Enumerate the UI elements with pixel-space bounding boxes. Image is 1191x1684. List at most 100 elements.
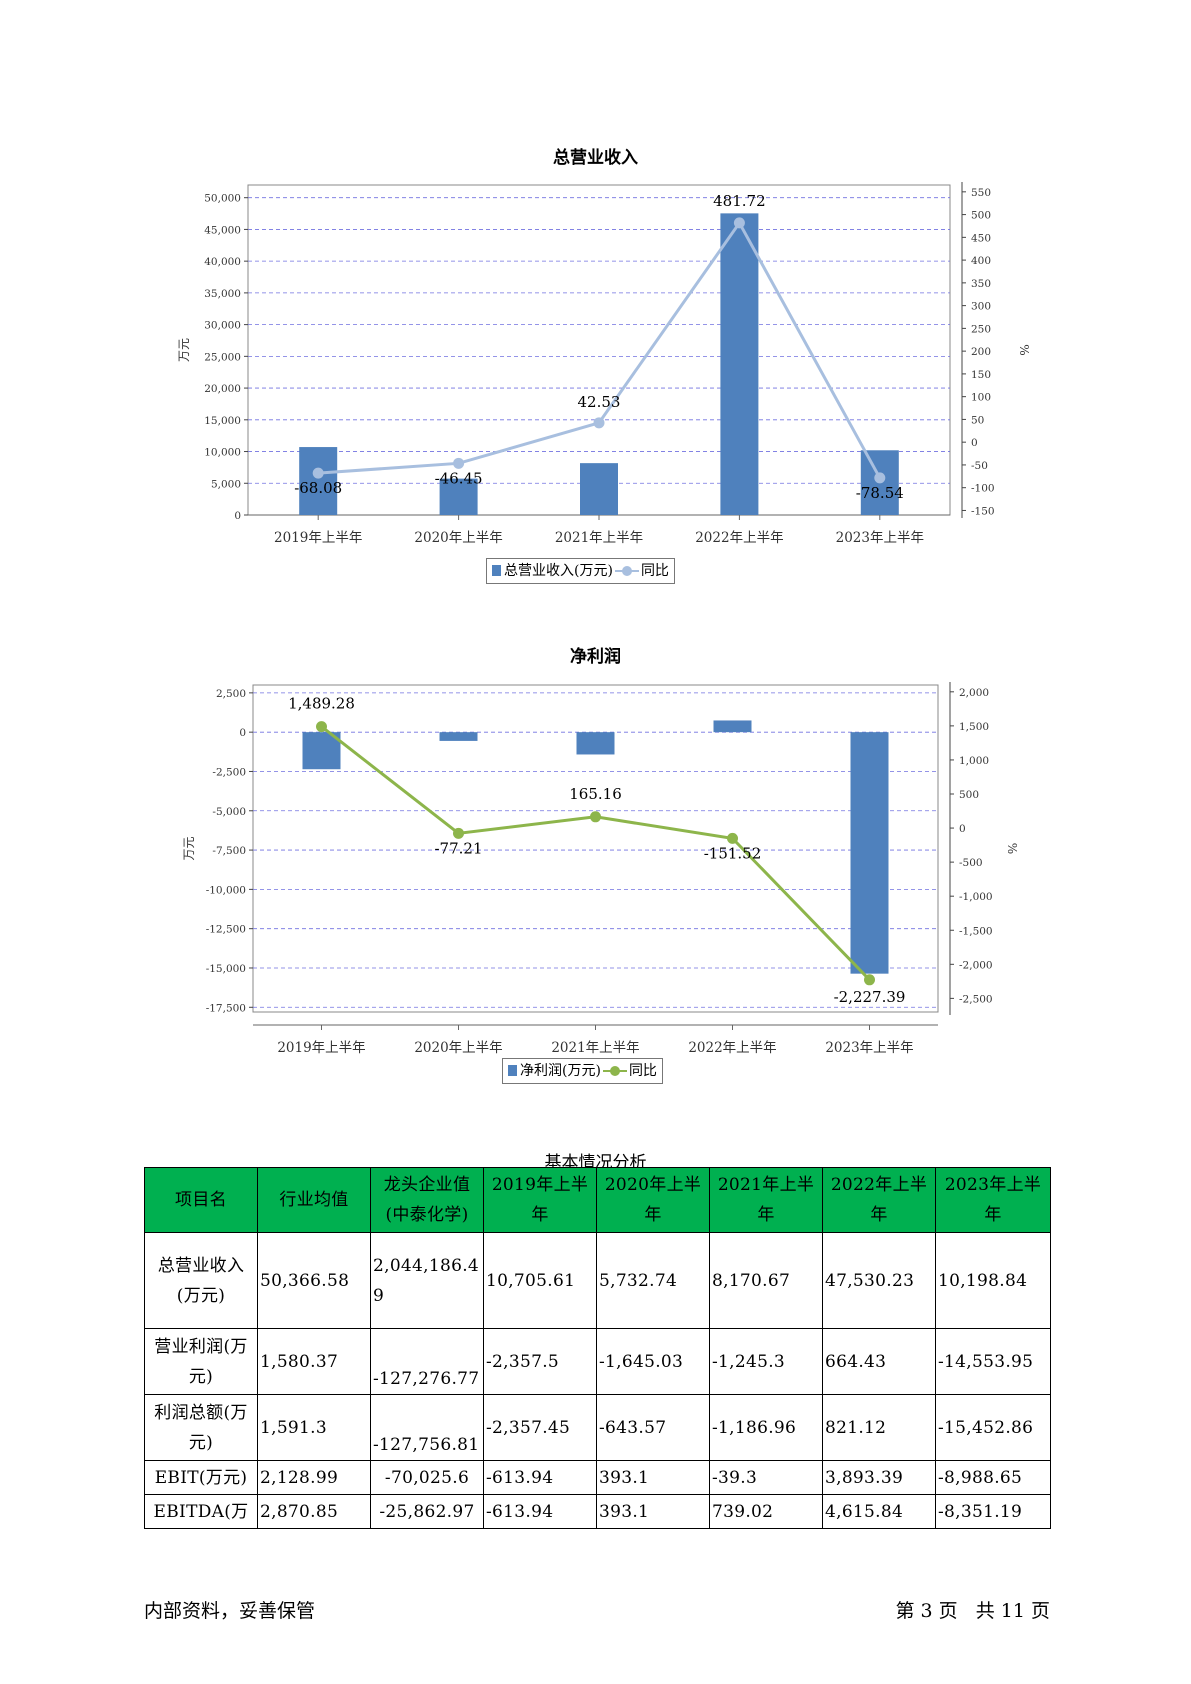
table-row: EBIT(万元) 2,128.99 -70,025.6 -613.94 393.… xyxy=(144,1460,1051,1495)
line-point xyxy=(312,467,324,479)
line-point xyxy=(453,827,464,839)
bar xyxy=(720,213,759,515)
y2-tick-label: -1,000 xyxy=(959,891,993,903)
y2-tick-label: 2,000 xyxy=(959,687,989,699)
bar xyxy=(713,720,752,733)
data-label: 42.53 xyxy=(578,393,621,411)
analysis-table: 项目名 行业均值 龙头企业值(中泰化学) 2019年上半年 2020年上半年 2… xyxy=(144,1167,1051,1529)
table-cell: 10,198.84 xyxy=(935,1232,1051,1329)
bar xyxy=(576,732,615,755)
y2-tick-label: -150 xyxy=(971,505,995,517)
table-cell: -1,186.96 xyxy=(709,1394,823,1461)
y-tick-label: 2,500 xyxy=(216,688,246,700)
line-point xyxy=(593,417,605,429)
table-header-row: 项目名 行业均值 龙头企业值(中泰化学) 2019年上半年 2020年上半年 2… xyxy=(144,1167,1051,1233)
y2-tick-label: -100 xyxy=(971,483,995,495)
table-row: 总营业收入(万元) 50,366.58 2,044,186.49 10,705.… xyxy=(144,1232,1051,1329)
revenue-chart: 0 5,000 10,000 15,000 20,000 25,000 30,000 35,0… xyxy=(177,182,1031,546)
line-point xyxy=(864,974,875,986)
y2-tick-label: 200 xyxy=(971,346,991,358)
chart-title-net-profit: 净利润 xyxy=(570,647,621,667)
net-profit-chart: -17,500 -15,000 -12,500 -10,000 -7,500 -5,000… xyxy=(182,682,1019,1056)
y-axis-label: 万元 xyxy=(182,836,196,860)
y2-tick-label: 300 xyxy=(971,301,991,313)
data-label: 1,489.28 xyxy=(288,695,355,713)
y-tick-label: -15,000 xyxy=(206,963,246,975)
y2-tick-label: 1,000 xyxy=(959,755,989,767)
line-point xyxy=(733,217,745,229)
header-cell: 2021年上半年 xyxy=(709,1167,823,1233)
table-row: 营业利润(万元) 1,580.37 -127,276.77 -2,357.5 -… xyxy=(144,1328,1051,1395)
y-tick-label: 0 xyxy=(239,727,246,739)
table-cell: 2,128.99 xyxy=(257,1460,371,1495)
y2-axis-label: % xyxy=(1005,843,1019,854)
footer-page-number: 第 3 页 共 11 页 xyxy=(895,1600,1050,1622)
x-tick-label: 2022年上半年 xyxy=(695,530,783,546)
legend-swatch-bar xyxy=(492,565,501,576)
legend-swatch-bar xyxy=(508,1065,517,1076)
line-point xyxy=(453,457,465,469)
y-tick-label: 50,000 xyxy=(204,193,241,205)
y2-tick-label: 450 xyxy=(971,232,991,244)
header-cell: 2019年上半年 xyxy=(483,1167,597,1233)
y2-tick-label: -1,500 xyxy=(959,925,993,937)
y2-tick-label: 1,500 xyxy=(959,721,989,733)
table-cell: 2,044,186.49 xyxy=(370,1232,484,1329)
header-cell: 项目名 xyxy=(144,1167,258,1233)
data-label: -46.45 xyxy=(435,469,483,487)
y2-tick-label: -50 xyxy=(971,460,988,472)
table-cell: 3,893.39 xyxy=(822,1460,936,1495)
y-tick-label: 35,000 xyxy=(204,288,241,300)
y-tick-label: 0 xyxy=(234,510,241,522)
table-cell: -1,645.03 xyxy=(596,1328,710,1395)
table-cell: 47,530.23 xyxy=(822,1232,936,1329)
plot-area-frame xyxy=(252,684,939,1013)
line-point xyxy=(874,472,886,484)
x-tick-label: 2022年上半年 xyxy=(688,1040,776,1056)
x-tick-label: 2023年上半年 xyxy=(836,530,924,546)
data-label: -78.54 xyxy=(856,484,904,502)
row-name-cell: 营业利润(万元) xyxy=(144,1328,258,1395)
table-cell: -127,756.81 xyxy=(370,1394,484,1461)
table-cell: -2,357.45 xyxy=(483,1394,597,1461)
y-tick-label: 25,000 xyxy=(204,351,241,363)
table-cell: 4,615.84 xyxy=(822,1494,936,1529)
y-tick-label: -12,500 xyxy=(206,924,246,936)
table-cell: 1,580.37 xyxy=(257,1328,371,1395)
y2-tick-label: 0 xyxy=(959,823,966,835)
table-cell: 393.1 xyxy=(596,1460,710,1495)
y-tick-label: -7,500 xyxy=(212,845,246,857)
y2-tick-label: 150 xyxy=(971,369,991,381)
yoy-line xyxy=(320,725,871,981)
row-name-cell: EBIT(万元) xyxy=(144,1460,258,1495)
y2-tick-label: 100 xyxy=(971,392,991,404)
x-tick-label: 2020年上半年 xyxy=(414,1040,502,1056)
x-tick-label: 2021年上半年 xyxy=(551,1040,639,1056)
y2-tick-label: 500 xyxy=(971,210,991,222)
table-cell: -1,245.3 xyxy=(709,1328,823,1395)
table-cell: -70,025.6 xyxy=(370,1460,484,1495)
legend-item-line: 同比 xyxy=(628,1063,657,1079)
data-label: -68.08 xyxy=(294,479,342,497)
line-point xyxy=(727,832,738,844)
table-cell: 821.12 xyxy=(822,1394,936,1461)
y-tick-label: -10,000 xyxy=(206,884,246,896)
bar xyxy=(439,478,478,515)
bar xyxy=(439,732,478,741)
header-cell: 龙头企业值(中泰化学) xyxy=(370,1167,484,1233)
table-cell: -643.57 xyxy=(596,1394,710,1461)
data-label: 165.16 xyxy=(569,785,622,803)
table-cell: 5,732.74 xyxy=(596,1232,710,1329)
table-cell: -8,351.19 xyxy=(935,1494,1051,1529)
y2-tick-label: -2,000 xyxy=(959,959,993,971)
y-tick-label: -17,500 xyxy=(206,1002,246,1014)
net-profit-legend: 净利润(万元) 同比 xyxy=(502,1058,663,1084)
row-name-cell: 总营业收入(万元) xyxy=(144,1232,258,1329)
y-tick-label: 45,000 xyxy=(204,224,241,236)
bar xyxy=(850,732,889,974)
y2-tick-label: 500 xyxy=(959,789,979,801)
row-name-cell: 利润总额(万元) xyxy=(144,1394,258,1461)
header-cell: 2020年上半年 xyxy=(596,1167,710,1233)
header-cell: 2023年上半年 xyxy=(935,1167,1051,1233)
table-row: EBITDA(万 2,870.85 -25,862.97 -613.94 393… xyxy=(144,1494,1051,1529)
